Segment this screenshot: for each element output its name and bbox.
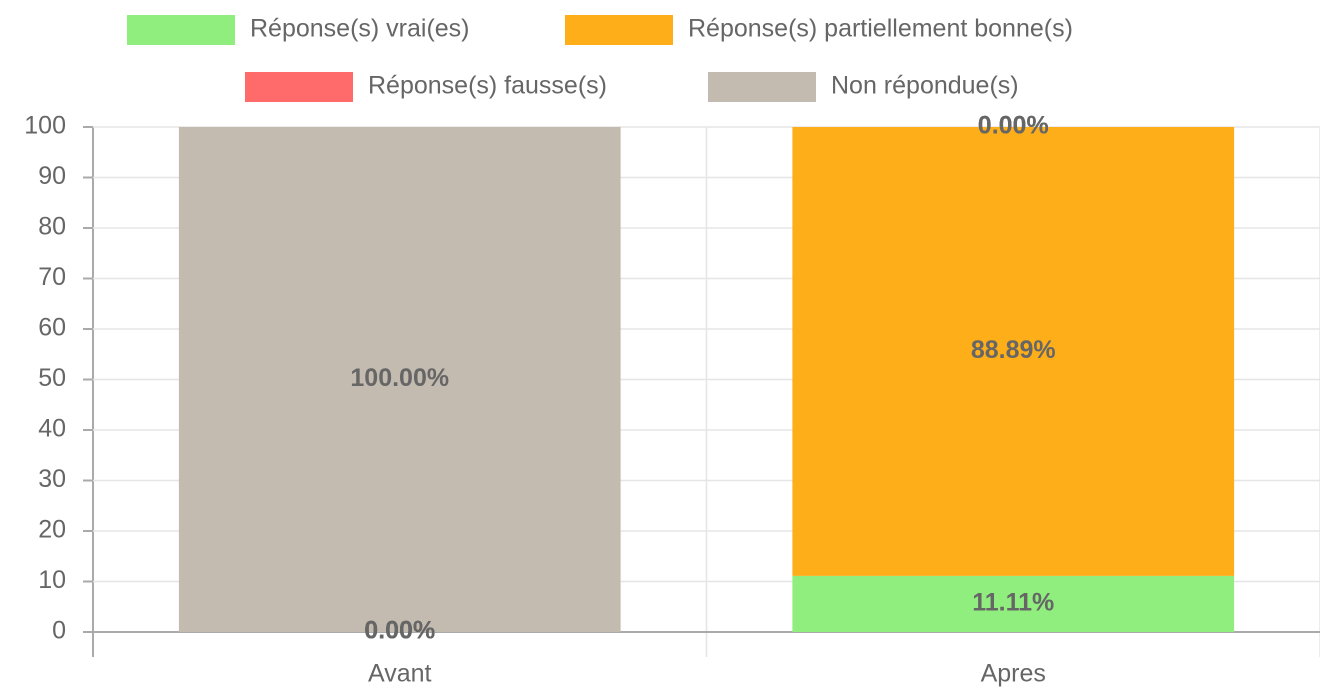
- legend-label: Réponse(s) fausse(s): [368, 72, 607, 100]
- y-tick-label: 60: [38, 314, 66, 342]
- y-tick-label: 30: [38, 465, 66, 493]
- data-label: 0.00%: [364, 617, 435, 645]
- x-tick-label: Apres: [981, 660, 1046, 688]
- x-tick-label: Avant: [368, 660, 432, 688]
- bar-segment: [178, 127, 621, 632]
- data-label: 0.00%: [978, 112, 1049, 140]
- y-tick-label: 20: [38, 516, 66, 544]
- data-label: 100.00%: [350, 364, 449, 392]
- y-tick-label: 50: [38, 364, 66, 392]
- legend-swatch: [565, 15, 673, 45]
- y-tick-label: 90: [38, 162, 66, 190]
- bar-segment: [792, 127, 1235, 576]
- y-tick-label: 100: [24, 112, 66, 140]
- legend-swatch: [127, 15, 235, 45]
- legend-swatch: [245, 72, 353, 102]
- legend-label: Non répondue(s): [831, 72, 1019, 100]
- data-label: 88.89%: [971, 336, 1056, 364]
- data-label: 0.00%: [978, 112, 1049, 140]
- data-label: 11.11%: [972, 589, 1054, 617]
- y-tick-label: 10: [38, 566, 66, 594]
- y-tick-label: 0: [52, 617, 66, 645]
- y-tick-label: 40: [38, 415, 66, 443]
- bar-segment: [792, 575, 1235, 632]
- legend-label: Réponse(s) vrai(es): [250, 15, 470, 43]
- y-tick-label: 80: [38, 213, 66, 241]
- legend-label: Réponse(s) partiellement bonne(s): [688, 15, 1073, 43]
- data-label: 0.00%: [364, 617, 435, 645]
- data-label: 0.00%: [364, 617, 435, 645]
- legend-swatch: [708, 72, 816, 102]
- y-tick-label: 70: [38, 263, 66, 291]
